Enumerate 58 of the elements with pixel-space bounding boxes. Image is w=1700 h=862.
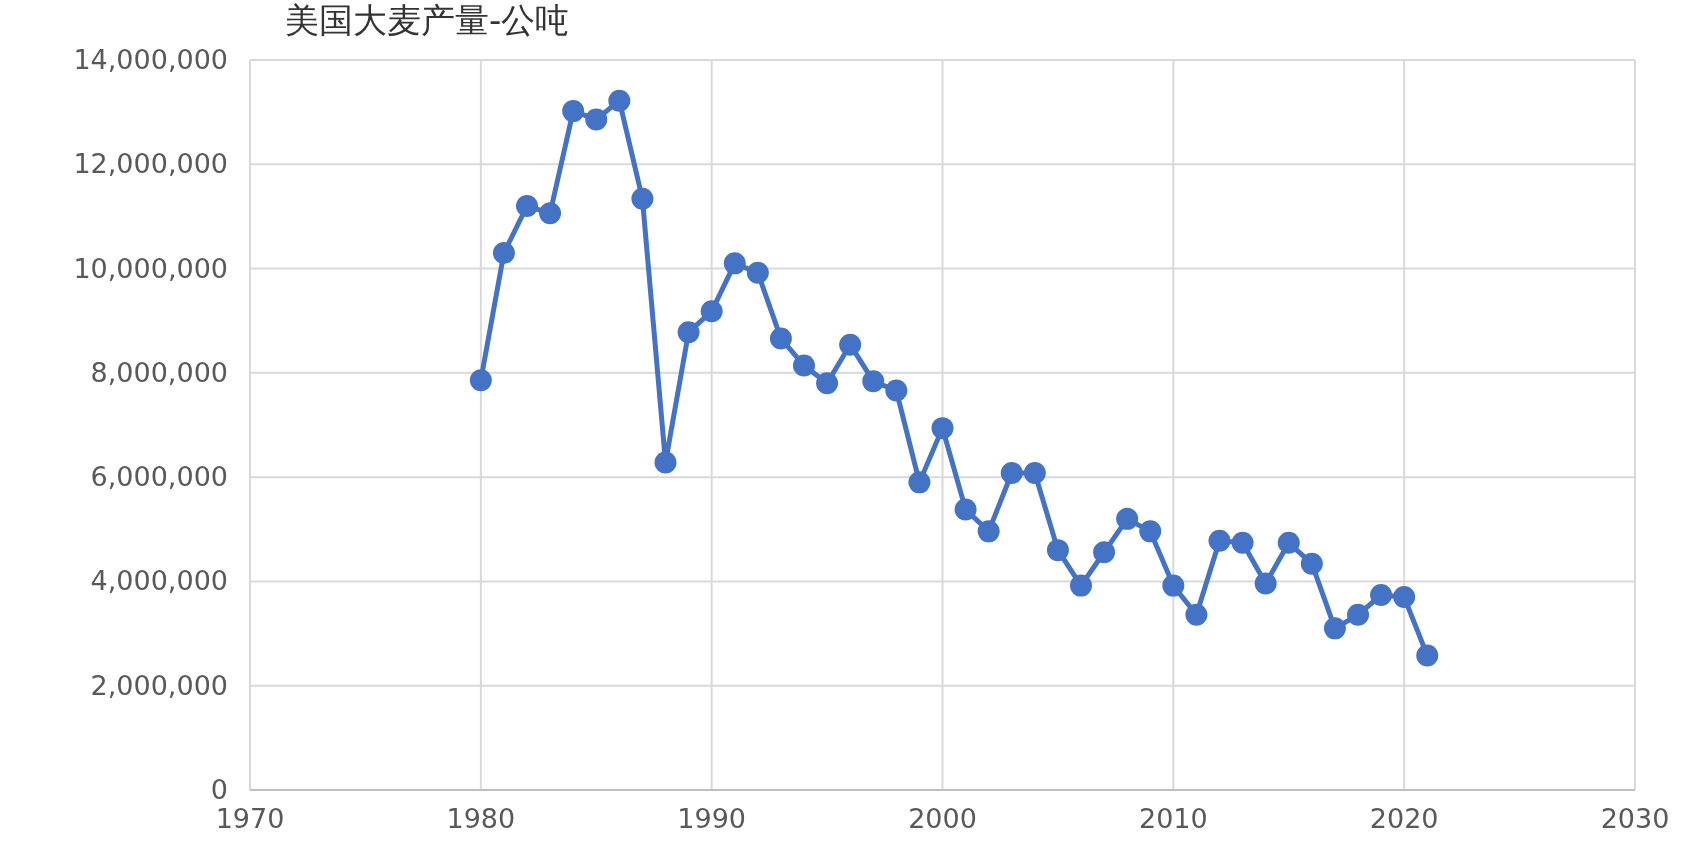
- point: [1208, 529, 1231, 552]
- x-tick-label: 2030: [1600, 803, 1670, 834]
- point: [1070, 574, 1092, 597]
- point: [1139, 520, 1162, 543]
- point: [954, 498, 977, 521]
- point: [1416, 644, 1439, 667]
- point: [977, 520, 1000, 543]
- point: [469, 369, 492, 392]
- point: [1231, 531, 1254, 554]
- point: [1323, 617, 1346, 640]
- x-tick-label: 1980: [446, 803, 516, 834]
- point: [885, 379, 908, 402]
- point: [1046, 539, 1069, 562]
- point: [1000, 461, 1023, 484]
- x-tick-label: 2020: [1369, 803, 1439, 834]
- point: [677, 321, 700, 344]
- point: [1162, 574, 1185, 597]
- y-tick-label: 4,000,000: [90, 565, 228, 597]
- y-tick-label: 0: [210, 774, 228, 805]
- point: [746, 261, 769, 284]
- point: [723, 252, 746, 275]
- point: [585, 108, 608, 131]
- point: [793, 354, 815, 377]
- point: [769, 327, 792, 350]
- point: [700, 300, 723, 323]
- x-tick-label: 2000: [908, 803, 977, 834]
- point: [1347, 603, 1369, 626]
- y-tick-label: 2,000,000: [90, 669, 228, 701]
- x-tick-label: 2010: [1138, 803, 1208, 834]
- point: [1277, 531, 1300, 554]
- point: [862, 370, 885, 393]
- point: [1185, 603, 1208, 626]
- y-tick-label: 14,000,000: [73, 44, 228, 75]
- point: [931, 417, 954, 440]
- point: [1300, 552, 1323, 575]
- point: [1093, 541, 1116, 564]
- point: [631, 187, 654, 210]
- point: [516, 195, 538, 217]
- y-tick-label: 6,000,000: [90, 461, 228, 493]
- point: [1116, 507, 1139, 530]
- y-tick-label: 8,000,000: [90, 356, 228, 388]
- point: [539, 202, 562, 225]
- point: [839, 333, 862, 356]
- point: [492, 241, 515, 264]
- x-tick-label: 1990: [677, 803, 747, 834]
- x-tick-label: 1970: [215, 803, 285, 834]
- point: [562, 100, 585, 123]
- point: [1393, 586, 1416, 609]
- point: [1254, 572, 1277, 595]
- point: [608, 89, 631, 112]
- point: [1023, 461, 1046, 484]
- y-tick-label: 10,000,000: [73, 252, 228, 284]
- point: [654, 451, 677, 474]
- point: [908, 471, 931, 494]
- chart-title: 美国大麦产量-公吨: [285, 0, 570, 40]
- point: [1370, 583, 1393, 606]
- y-tick-label: 12,000,000: [73, 148, 228, 180]
- point: [816, 372, 839, 395]
